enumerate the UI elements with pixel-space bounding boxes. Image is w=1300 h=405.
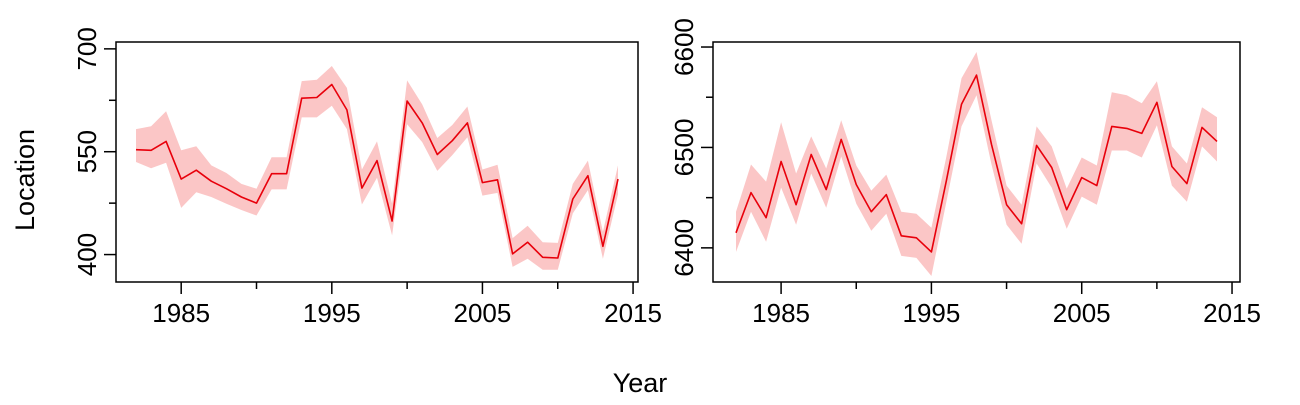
y-tick-label: 400: [72, 233, 102, 276]
y-tick-label: 550: [72, 130, 102, 173]
series-line: [735, 74, 1218, 253]
x-tick-label: 1985: [752, 298, 810, 328]
x-tick-label: 2015: [604, 298, 662, 328]
y-tick-label: 700: [72, 27, 102, 70]
x-tick-label: 2005: [1053, 298, 1111, 328]
series-line: [135, 83, 619, 259]
confidence-band: [736, 52, 1217, 276]
x-tick-label: 2005: [454, 298, 512, 328]
x-tick-label: 2015: [1203, 298, 1261, 328]
y-tick-label: 6600: [669, 18, 699, 76]
y-tick-label: 6400: [669, 219, 699, 277]
y-axis-title: Location: [10, 129, 40, 231]
x-tick-label: 1995: [303, 298, 361, 328]
plot-frame: [712, 41, 1241, 283]
y-tick-label: 6500: [669, 119, 699, 177]
plot-frame: [115, 41, 639, 283]
confidence-band: [136, 66, 618, 270]
panel-left: 1985 1995 2005 2015 400 550 700: [72, 27, 662, 328]
x-axis-title: Year: [613, 368, 668, 398]
x-tick-label: 1995: [902, 298, 960, 328]
x-tick-label: 1985: [152, 298, 210, 328]
panel-right: 1985 1995 2005 2015 6400 6500 6600: [669, 18, 1261, 328]
